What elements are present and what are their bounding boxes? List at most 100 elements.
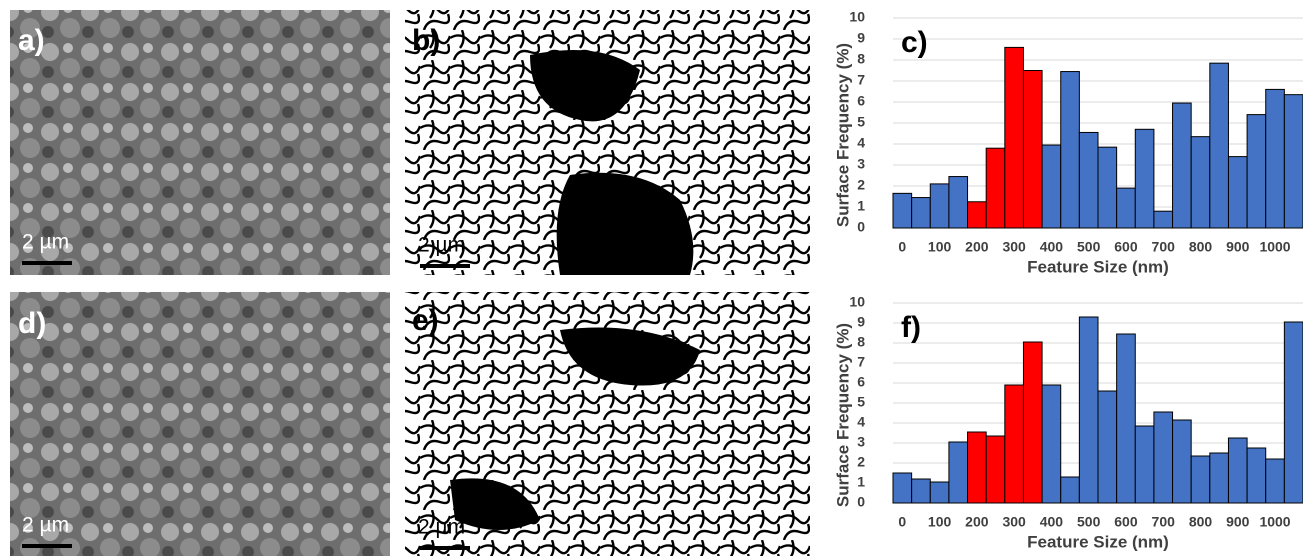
y-tick-label: 0 bbox=[857, 494, 865, 510]
bar bbox=[1246, 447, 1267, 504]
y-tick-label: 1 bbox=[857, 474, 865, 490]
x-tick-label: 700 bbox=[1152, 239, 1176, 255]
x-axis-label: Feature Size (nm) bbox=[1027, 257, 1169, 276]
x-tick-label: 100 bbox=[928, 239, 952, 255]
bar bbox=[1283, 94, 1303, 229]
panel-label: e) bbox=[412, 304, 439, 337]
y-tick-label: 5 bbox=[857, 114, 865, 130]
panel-label: c) bbox=[901, 26, 928, 59]
bar bbox=[1209, 62, 1229, 229]
y-tick-label: 5 bbox=[857, 394, 865, 410]
bar bbox=[948, 176, 969, 229]
x-tick-label: 600 bbox=[1114, 514, 1138, 530]
bar bbox=[1004, 46, 1024, 229]
y-tick-label: 3 bbox=[857, 434, 865, 450]
bar bbox=[985, 435, 1006, 504]
bar bbox=[1022, 70, 1043, 229]
bar bbox=[911, 478, 931, 504]
bar bbox=[1004, 384, 1024, 504]
bar bbox=[1134, 128, 1155, 229]
x-tick-label: 200 bbox=[965, 239, 989, 255]
y-tick-label: 7 bbox=[857, 354, 865, 370]
bar bbox=[1134, 425, 1155, 504]
bar bbox=[1060, 476, 1080, 504]
bar bbox=[929, 481, 950, 504]
y-tick-label: 4 bbox=[857, 414, 865, 430]
x-tick-label: 100 bbox=[928, 514, 952, 530]
sem-image-a: a) 2 µm bbox=[10, 10, 390, 275]
y-tick-label: 2 bbox=[857, 177, 865, 193]
y-tick-label: 7 bbox=[857, 72, 865, 88]
y-tick-label: 8 bbox=[857, 51, 865, 67]
x-tick-label: 200 bbox=[965, 514, 989, 530]
y-tick-label: 0 bbox=[857, 219, 865, 235]
scale-bar-label: 2 µm bbox=[22, 514, 69, 537]
bar bbox=[1078, 316, 1099, 504]
bar bbox=[1060, 71, 1080, 229]
sem-image-d: d) 2 µm bbox=[10, 292, 390, 556]
y-tick-label: 9 bbox=[857, 30, 865, 46]
bar bbox=[1172, 419, 1192, 504]
binary-image-e: e) 2 µm bbox=[405, 292, 810, 556]
x-tick-label: 1000 bbox=[1259, 514, 1290, 530]
x-tick-label: 600 bbox=[1114, 239, 1138, 255]
bar bbox=[1041, 144, 1062, 229]
panel-label: d) bbox=[18, 307, 46, 340]
panel-label: b) bbox=[412, 24, 440, 57]
bar bbox=[1172, 102, 1192, 229]
bar bbox=[1227, 437, 1248, 504]
bar bbox=[1153, 411, 1174, 504]
x-tick-label: 700 bbox=[1152, 514, 1176, 530]
bar bbox=[1265, 458, 1285, 504]
y-tick-label: 6 bbox=[857, 374, 865, 390]
x-tick-label: 500 bbox=[1077, 514, 1101, 530]
bar bbox=[1209, 452, 1229, 504]
y-axis-label: Surface Frequency (%) bbox=[833, 323, 852, 507]
y-tick-label: 10 bbox=[849, 9, 865, 25]
y-tick-label: 9 bbox=[857, 314, 865, 330]
y-tick-label: 10 bbox=[849, 294, 865, 310]
scale-bar-label: 2 µm bbox=[22, 231, 69, 254]
bar bbox=[1097, 390, 1118, 504]
bar bbox=[929, 183, 950, 229]
bar bbox=[911, 197, 931, 229]
bar bbox=[1190, 455, 1211, 504]
bar bbox=[1078, 131, 1099, 229]
x-tick-label: 800 bbox=[1189, 514, 1213, 530]
y-tick-label: 6 bbox=[857, 93, 865, 109]
y-tick-label: 1 bbox=[857, 198, 865, 214]
bar bbox=[1116, 333, 1136, 504]
x-tick-label: 300 bbox=[1002, 514, 1026, 530]
y-tick-label: 8 bbox=[857, 334, 865, 350]
bar bbox=[1265, 88, 1285, 229]
bar bbox=[1116, 187, 1136, 229]
panel-label: f) bbox=[901, 311, 921, 344]
bar bbox=[1190, 136, 1211, 229]
binary-image-b: b) 2 µm bbox=[405, 10, 810, 275]
bar bbox=[948, 441, 969, 504]
x-tick-label: 400 bbox=[1040, 514, 1064, 530]
bar bbox=[967, 431, 987, 504]
panel-label: a) bbox=[18, 24, 45, 57]
bar bbox=[892, 472, 913, 504]
x-tick-label: 400 bbox=[1040, 239, 1064, 255]
bar bbox=[1227, 156, 1248, 229]
x-tick-label: 900 bbox=[1226, 239, 1250, 255]
bar bbox=[967, 201, 987, 229]
scale-bar-label: 2 µm bbox=[418, 234, 465, 257]
x-tick-label: 1000 bbox=[1259, 239, 1290, 255]
bar bbox=[1246, 114, 1267, 229]
y-tick-label: 4 bbox=[857, 135, 865, 151]
y-tick-label: 3 bbox=[857, 156, 865, 172]
y-axis-label: Surface Frequency (%) bbox=[833, 43, 852, 227]
x-tick-label: 800 bbox=[1189, 239, 1213, 255]
bar bbox=[1153, 210, 1174, 229]
x-tick-label: 900 bbox=[1226, 514, 1250, 530]
bar bbox=[892, 192, 913, 229]
x-tick-label: 0 bbox=[898, 239, 906, 255]
scale-bar-label: 2 µm bbox=[418, 516, 465, 539]
bar bbox=[1022, 341, 1043, 504]
bar bbox=[1283, 321, 1303, 504]
bar bbox=[1097, 146, 1118, 229]
